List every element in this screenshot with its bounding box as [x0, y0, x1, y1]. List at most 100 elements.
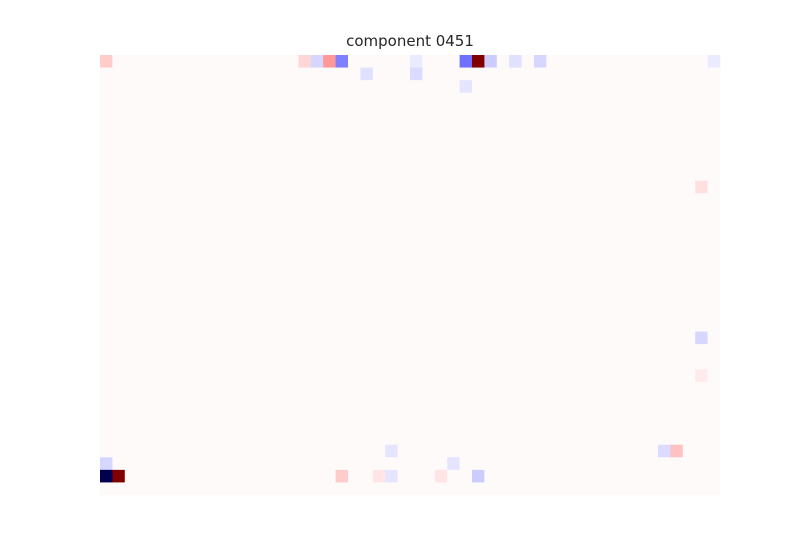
heatmap-cell [521, 180, 535, 194]
heatmap-cell [112, 231, 126, 244]
heatmap-cell [360, 369, 374, 383]
heatmap-cell [112, 482, 126, 496]
heatmap-cell [261, 155, 274, 169]
heatmap-cell [100, 80, 113, 94]
heatmap-cell [397, 306, 411, 320]
heatmap-cell [174, 180, 188, 194]
heatmap-cell [124, 344, 138, 358]
heatmap-cell [707, 281, 721, 295]
heatmap-cell [410, 344, 423, 358]
heatmap-cell [682, 168, 696, 182]
heatmap-cell [534, 394, 547, 408]
heatmap-cell [124, 80, 138, 94]
heatmap-cell [286, 143, 299, 156]
heatmap-cell [149, 180, 163, 194]
heatmap-cell [174, 205, 188, 219]
heatmap-cell [286, 344, 299, 358]
heatmap-cell [534, 105, 547, 119]
heatmap-cell [348, 92, 361, 106]
heatmap-cell [682, 55, 696, 68]
heatmap-cell [534, 407, 547, 420]
heatmap-cell [620, 168, 634, 182]
heatmap-cell [199, 356, 212, 370]
heatmap-cell [546, 180, 560, 194]
heatmap-cell [162, 419, 175, 433]
heatmap-cell [534, 268, 547, 282]
heatmap-cell [608, 117, 622, 131]
heatmap-cell [137, 281, 150, 295]
heatmap-cell [124, 281, 138, 295]
heatmap-cell [385, 356, 398, 370]
heatmap-cell [472, 394, 485, 408]
heatmap-cell [261, 256, 274, 270]
heatmap-cell [112, 281, 126, 295]
heatmap-cell [422, 356, 436, 370]
heatmap-cell [124, 419, 138, 433]
heatmap-cell [658, 80, 671, 94]
heatmap-cell [397, 432, 411, 446]
heatmap-cell [546, 331, 560, 345]
heatmap-cell [323, 231, 336, 244]
heatmap-cell [633, 55, 646, 68]
heatmap-cell [521, 67, 535, 81]
heatmap-cell [137, 143, 150, 156]
heatmap-cell [534, 356, 547, 370]
heatmap-cell [670, 92, 684, 106]
heatmap-cell [682, 293, 696, 307]
heatmap-cell [695, 218, 708, 232]
heatmap-cell [248, 319, 262, 332]
heatmap-cell [248, 444, 262, 458]
heatmap-cell [310, 205, 324, 219]
heatmap-cell [372, 117, 386, 131]
heatmap-cell [534, 243, 547, 257]
heatmap-cell [583, 67, 597, 81]
heatmap-cell [273, 356, 287, 370]
heatmap-cell [174, 281, 188, 295]
heatmap-cell [645, 180, 659, 194]
heatmap-cell [149, 143, 163, 156]
heatmap-cell [682, 319, 696, 332]
heatmap-cell [397, 381, 411, 395]
heatmap-cell [261, 117, 274, 131]
heatmap-cell [633, 168, 646, 182]
heatmap-cell [112, 469, 126, 483]
heatmap-cell [558, 256, 572, 270]
heatmap-cell [608, 80, 622, 94]
heatmap-cell [335, 306, 349, 320]
heatmap-cell [459, 92, 473, 106]
heatmap-cell [645, 369, 659, 383]
heatmap-cell [149, 256, 163, 270]
heatmap-cell [186, 55, 200, 68]
heatmap-cell [472, 369, 485, 383]
heatmap-cell [682, 105, 696, 119]
heatmap-cell [596, 381, 609, 395]
heatmap-cell [162, 356, 175, 370]
heatmap-cell [100, 256, 113, 270]
heatmap-cell [558, 344, 572, 358]
heatmap-cell [348, 268, 361, 282]
heatmap-cell [521, 369, 535, 383]
heatmap-cell [372, 180, 386, 194]
heatmap-cell [608, 130, 622, 144]
heatmap-cell [335, 356, 349, 370]
heatmap-cell [447, 143, 460, 156]
heatmap-cell [186, 319, 200, 332]
heatmap-cell [248, 80, 262, 94]
heatmap-cell [124, 231, 138, 244]
heatmap-cell [472, 92, 485, 106]
heatmap-cell [509, 482, 522, 496]
heatmap-cell [199, 444, 212, 458]
heatmap-cell [261, 193, 274, 207]
heatmap-cell [459, 130, 473, 144]
heatmap-cell [273, 444, 287, 458]
heatmap-cell [571, 482, 584, 496]
heatmap-cell [670, 243, 684, 257]
heatmap-cell [186, 306, 200, 320]
heatmap-cell [335, 319, 349, 332]
heatmap-cell [472, 306, 485, 320]
heatmap-cell [682, 306, 696, 320]
heatmap-cell [695, 319, 708, 332]
heatmap-cell [124, 457, 138, 471]
heatmap-cell [670, 306, 684, 320]
heatmap-cell [447, 306, 460, 320]
